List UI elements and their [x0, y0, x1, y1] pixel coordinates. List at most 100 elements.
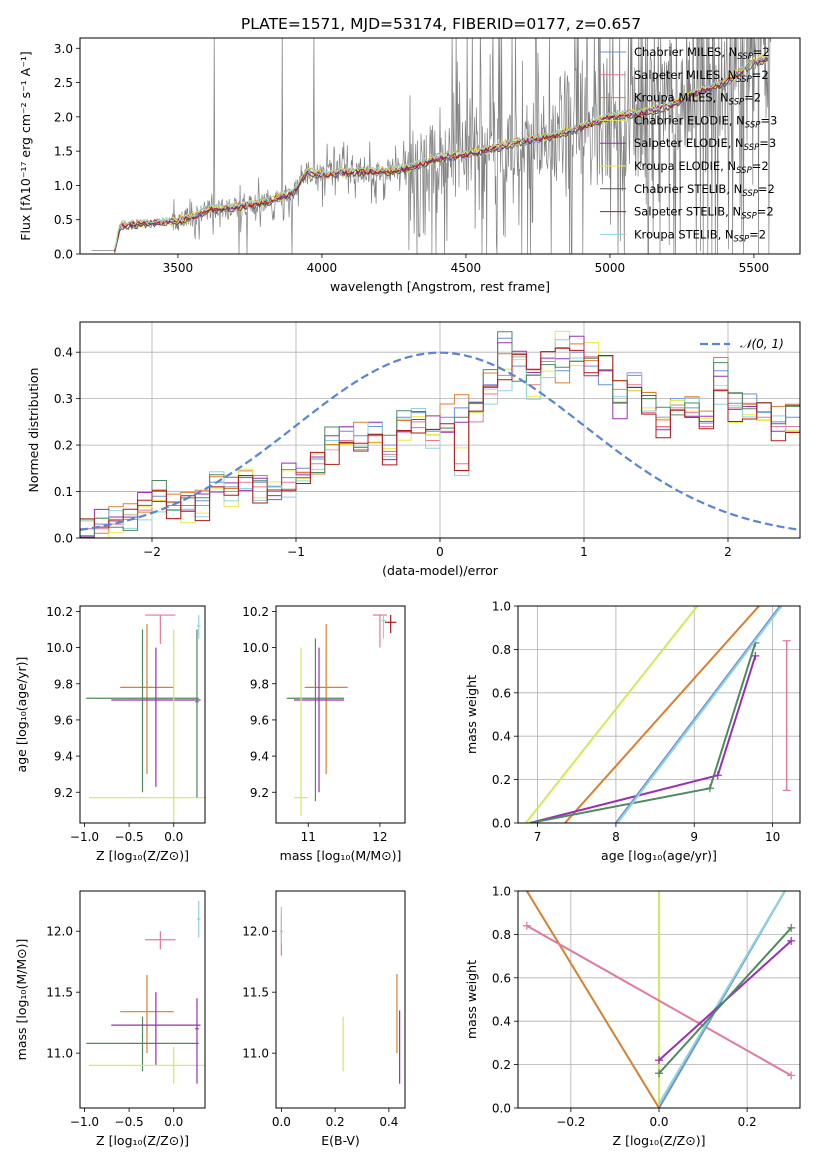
- y-tick-label: 2.5: [54, 76, 73, 90]
- panel-mass_vs_ebv: 0.0 0.2 0.4 11.0 11.5 12.0 E(B-V): [242, 890, 406, 1148]
- y-tick-label: 0.4: [492, 730, 511, 744]
- y-tick-label: 2.0: [54, 110, 73, 124]
- x-tick-label: −0.5: [115, 1115, 144, 1129]
- histogram-series: [80, 339, 800, 529]
- legend-value: =2: [758, 182, 775, 196]
- y-tick-label: 10.0: [46, 641, 73, 655]
- panel-age_vs_Z: −1.0 −0.5 0.0 9.2 9.4 9.6 9.8 10.0 10.2 Z [log₁₀(…: [14, 605, 206, 863]
- y-tick-label: 0.2: [492, 1058, 511, 1072]
- legend-subscript: SSP: [742, 189, 758, 199]
- y-tick-label: 0.2: [54, 439, 73, 453]
- y-axis-label: Normed distribution: [26, 368, 41, 493]
- x-tick-label: 0.0: [272, 1115, 291, 1129]
- x-tick-label: 4000: [307, 261, 338, 275]
- plot-area: [86, 614, 205, 823]
- plot-area: [518, 606, 800, 823]
- y-axis-label: mass [log₁₀(M/M⊙)]: [14, 939, 29, 1061]
- x-tick-label: −1: [287, 545, 305, 559]
- x-tick-label: 0.0: [164, 1115, 183, 1129]
- axes-frame: [79, 890, 206, 1109]
- x-axis-label: (data-model)/error: [382, 563, 499, 578]
- x-tick-label: 1: [580, 545, 588, 559]
- axes-frame: [275, 890, 406, 1109]
- legend-value: =2: [744, 91, 761, 105]
- legend-label: Kroupa ELODIE, NSSP=2: [634, 159, 769, 176]
- weight-marker: [655, 1069, 663, 1078]
- legend-subscript: SSP: [737, 52, 753, 62]
- panel-mass_vs_Z: −1.0 −0.5 0.0 11.0 11.5 12.0 Z [log₁₀(Z/Z⊙)] ma…: [14, 890, 206, 1148]
- y-tick-label: 12.0: [242, 925, 269, 939]
- x-tick-label: 0.2: [326, 1115, 345, 1129]
- legend-subscript: SSP: [741, 212, 757, 222]
- axes-frame: [79, 605, 206, 824]
- legend-label: Chabrier STELIB, NSSP=2: [634, 182, 775, 199]
- axes-frame: [517, 890, 801, 1109]
- legend-value: =2: [757, 205, 774, 219]
- weight-line: [526, 924, 792, 1077]
- x-axis-label: Z [log₁₀(Z/Z⊙)]: [96, 1133, 189, 1148]
- x-tick-label: −1.0: [70, 830, 99, 844]
- y-tick-label: 0.4: [54, 346, 73, 360]
- legend-label: Chabrier ELODIE, NSSP=3: [634, 113, 777, 130]
- x-tick-label: 0.0: [649, 1115, 668, 1129]
- weight-marker: [787, 1071, 796, 1080]
- figure-title: PLATE=1571, MJD=53174, FIBERID=0177, z=0…: [241, 15, 641, 33]
- legend-label: Salpeter MILES, NSSP=2: [634, 68, 769, 85]
- axes-frame: [79, 37, 801, 255]
- weight-marker: [522, 921, 531, 930]
- axes-frame: [79, 321, 801, 539]
- weight-line: [529, 642, 757, 823]
- x-tick-label: 4500: [451, 261, 482, 275]
- panel-age_vs_mass: 11 12 9.2 9.4 9.6 9.8 10.0 10.2 mass [log₁₀(M/M⊙…: [242, 605, 406, 863]
- y-axis-label: mass weight: [464, 960, 479, 1039]
- x-tick-label: 3500: [163, 261, 194, 275]
- y-tick-label: 9.2: [250, 786, 269, 800]
- legend-value: =2: [752, 159, 769, 173]
- y-axis-label: Flux [fλ10⁻¹⁷ erg cm⁻² s⁻¹ A⁻¹]: [18, 51, 33, 240]
- histogram-series: [80, 347, 800, 528]
- model-line-kroupa-stelib: [114, 55, 768, 250]
- x-axis-label: E(B-V): [321, 1133, 360, 1148]
- y-tick-label: 1.0: [54, 179, 73, 193]
- model-line-salpeter-stelib: [114, 56, 769, 253]
- legend-label: Salpeter STELIB, NSSP=2: [634, 205, 774, 222]
- weight-line: [658, 891, 786, 1105]
- y-tick-label: 11.0: [242, 1047, 269, 1061]
- legend-value: =2: [753, 45, 770, 59]
- y-tick-label: 0.0: [492, 1102, 511, 1116]
- x-axis-label: Z [log₁₀(Z/Z⊙)]: [96, 848, 189, 863]
- x-tick-label: −0.5: [115, 830, 144, 844]
- x-tick-label: 2: [724, 545, 732, 559]
- y-tick-label: 9.6: [250, 713, 269, 727]
- x-tick-label: 11: [301, 830, 316, 844]
- y-tick-label: 11.0: [46, 1047, 73, 1061]
- normal-distribution-curve: [80, 351, 800, 531]
- x-axis-label: Z [log₁₀(Z/Z⊙)]: [613, 1133, 706, 1148]
- legend-label: Chabrier MILES, NSSP=2: [634, 45, 770, 62]
- y-tick-label: 0.3: [54, 392, 73, 406]
- legend-value: =2: [752, 68, 769, 82]
- y-tick-label: 0.6: [492, 971, 511, 985]
- plot-area: [91, 38, 772, 254]
- legend-subscript: SSP: [729, 98, 745, 108]
- panel-spectrum: 3500 4000 4500 5000 5500 0.0 0.5 1.0 1.5 2.0 2.5 3.…: [18, 37, 801, 294]
- x-tick-label: 12: [372, 830, 387, 844]
- weight-marker: [787, 936, 796, 945]
- y-tick-label: 1.0: [492, 600, 511, 614]
- x-axis-label: age [log₁₀(age/yr)]: [601, 848, 717, 863]
- x-tick-label: 7: [534, 830, 542, 844]
- legend-value: =3: [759, 136, 776, 150]
- y-tick-label: 11.5: [242, 986, 269, 1000]
- weight-marker: [705, 784, 714, 793]
- plot-area: [280, 906, 401, 1084]
- panel-weight_vs_Z: −0.2 0.0 0.2 0.0 0.2 0.4 0.6 0.8 1.0 Z [log₁₀(Z/Z…: [464, 885, 801, 1148]
- y-tick-label: 12.0: [46, 925, 73, 939]
- legend-subscript: SSP: [734, 234, 750, 244]
- x-tick-label: 0.0: [164, 830, 183, 844]
- weight-marker: [751, 651, 760, 660]
- y-axis-label: age [log₁₀(age/yr)]: [14, 657, 29, 773]
- panel-weight_vs_age: 7 8 9 10 0.0 0.2 0.4 0.6 0.8 1.0 age [log₁₀(age/yr…: [464, 600, 801, 863]
- y-tick-label: 0.0: [54, 532, 73, 546]
- y-axis-label: mass weight: [464, 675, 479, 754]
